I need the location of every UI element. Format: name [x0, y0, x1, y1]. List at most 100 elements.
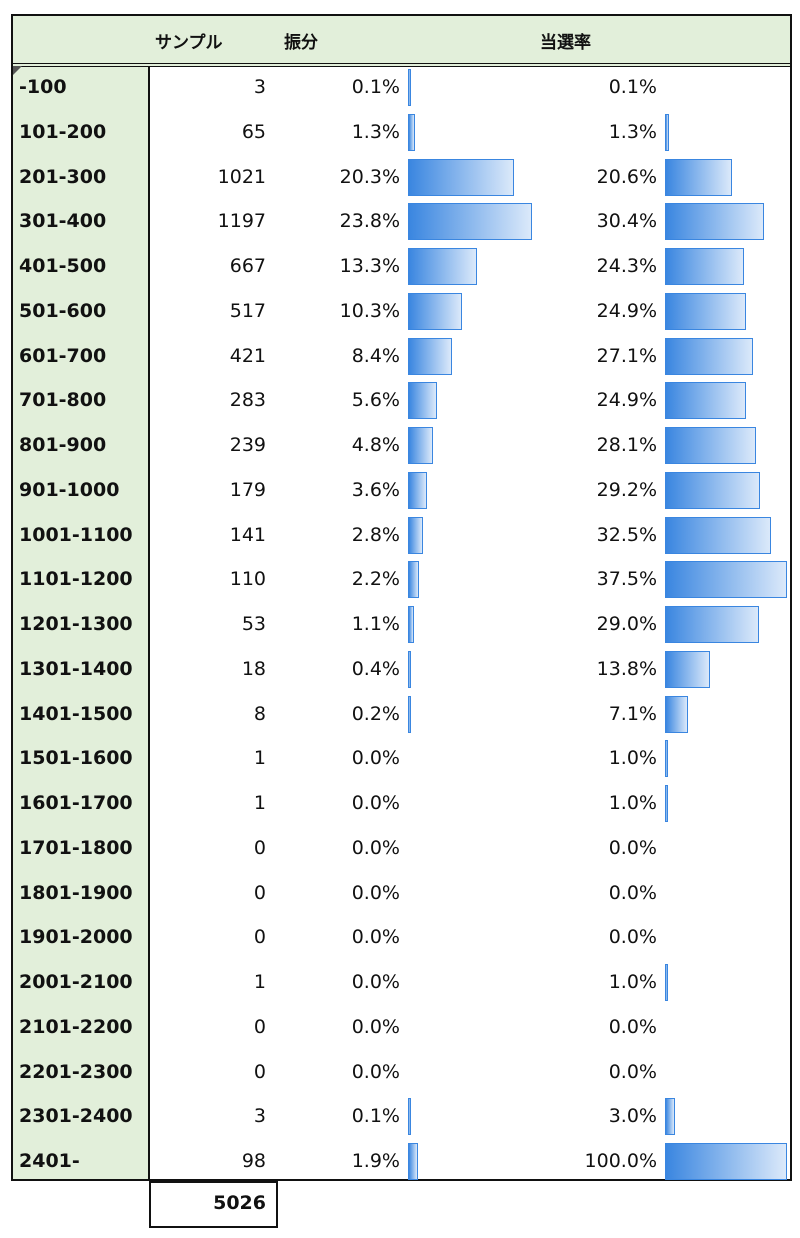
range-label: 901-1000 — [19, 478, 120, 501]
distribution-bar — [408, 606, 414, 643]
sample-count: 110 — [229, 568, 266, 591]
distribution-percent: 23.8% — [339, 210, 400, 233]
win-rate-percent: 0.0% — [608, 1015, 657, 1038]
range-label: 1001-1100 — [19, 523, 133, 546]
range-label: 1701-1800 — [19, 836, 133, 859]
range-label: 601-700 — [19, 344, 107, 367]
comment-indicator-icon — [13, 66, 22, 75]
win-rate-bar — [665, 964, 669, 1001]
table-row: 2101-2200 0 0.0% 0.0% — [13, 1006, 790, 1051]
win-rate-bar — [665, 785, 669, 822]
header-sample: サンプル — [155, 33, 223, 53]
distribution-percent: 3.6% — [351, 478, 400, 501]
win-rate-bar — [665, 203, 764, 241]
distribution-percent: 0.0% — [351, 881, 400, 904]
distribution-percent: 0.0% — [351, 1060, 400, 1083]
distribution-percent: 4.8% — [351, 434, 400, 456]
distribution-bar — [408, 203, 532, 241]
range-label: 701-800 — [19, 389, 107, 412]
distribution-bar — [408, 113, 415, 151]
table-row: 1101-1200 110 2.2% 37.5% — [13, 558, 790, 603]
table-row: 601-700 421 8.4% 27.1% — [13, 335, 790, 380]
range-label: 501-600 — [19, 299, 107, 322]
table-row: 2301-2400 3 0.1% 3.0% — [13, 1095, 790, 1140]
table-row: 2001-2100 1 0.0% 1.0% — [13, 961, 790, 1006]
win-rate-percent: 29.2% — [596, 478, 657, 501]
win-rate-percent: 7.1% — [608, 702, 657, 725]
range-label: 1901-2000 — [19, 926, 133, 949]
table-row: 2401- 98 1.9% 100.0% — [13, 1140, 790, 1185]
sample-count: 98 — [241, 1150, 266, 1172]
distribution-percent: 0.0% — [351, 747, 400, 770]
table-row: 1701-1800 0 0.0% 0.0% — [13, 827, 790, 872]
sample-count: 517 — [229, 299, 266, 322]
win-rate-percent: 0.0% — [608, 1060, 657, 1083]
sample-count: 0 — [253, 836, 266, 859]
distribution-percent: 0.1% — [351, 76, 400, 98]
table-row: 401-500 667 13.3% 24.3% — [13, 245, 790, 290]
sample-count: 0 — [253, 1015, 266, 1038]
range-label: 1501-1600 — [19, 747, 133, 770]
range-label: 101-200 — [19, 120, 107, 143]
distribution-percent: 8.4% — [351, 344, 400, 367]
win-rate-bar — [665, 695, 689, 733]
sample-count: 421 — [229, 344, 266, 367]
win-rate-percent: 37.5% — [596, 568, 657, 591]
win-rate-bar — [665, 650, 710, 688]
distribution-percent: 0.0% — [351, 1015, 400, 1038]
win-rate-percent: 3.0% — [608, 1105, 657, 1128]
distribution-bar — [408, 158, 514, 196]
table-row: 1401-1500 8 0.2% 7.1% — [13, 693, 790, 738]
table-row: 301-400 1197 23.8% 30.4% — [13, 200, 790, 245]
win-rate-percent: 100.0% — [584, 1150, 657, 1172]
table-row: 1801-1900 0 0.0% 0.0% — [13, 872, 790, 917]
win-rate-bar — [665, 606, 760, 643]
distribution-percent: 2.8% — [351, 523, 400, 546]
sample-count: 3 — [253, 76, 266, 98]
distribution-percent: 0.0% — [351, 926, 400, 949]
win-rate-percent: 13.8% — [596, 657, 657, 680]
table-row: 201-300 1021 20.3% 20.6% — [13, 156, 790, 201]
sample-count: 141 — [229, 523, 266, 546]
header-win-rate: 当選率 — [540, 33, 591, 53]
win-rate-percent: 30.4% — [596, 210, 657, 233]
range-label: -100 — [19, 76, 67, 98]
win-rate-percent: 28.1% — [596, 434, 657, 456]
win-rate-bar — [665, 292, 746, 330]
win-rate-bar — [665, 382, 746, 420]
win-rate-bar — [665, 427, 757, 464]
total-sample: 5026 — [149, 1181, 278, 1228]
table-row: 1301-1400 18 0.4% 13.8% — [13, 648, 790, 693]
distribution-bar — [408, 69, 411, 106]
distribution-percent: 0.0% — [351, 971, 400, 993]
range-label: 1301-1400 — [19, 657, 133, 680]
table-row: 1901-2000 0 0.0% 0.0% — [13, 916, 790, 961]
table-row: 1501-1600 1 0.0% 1.0% — [13, 737, 790, 782]
sample-count: 8 — [253, 702, 266, 725]
table-row: 2201-2300 0 0.0% 0.0% — [13, 1051, 790, 1096]
distribution-bar — [408, 516, 423, 554]
distribution-bar — [408, 471, 427, 509]
distribution-bar — [408, 382, 438, 420]
table-row: 501-600 517 10.3% 24.9% — [13, 290, 790, 335]
distribution-bar — [408, 292, 462, 330]
win-rate-percent: 24.9% — [596, 299, 657, 322]
range-label: 2101-2200 — [19, 1015, 133, 1038]
win-rate-bar — [665, 248, 745, 285]
win-rate-percent: 0.1% — [608, 76, 657, 98]
win-rate-percent: 1.0% — [608, 747, 657, 770]
range-label: 401-500 — [19, 255, 107, 277]
range-label: 201-300 — [19, 165, 107, 188]
range-label: 1201-1300 — [19, 613, 133, 635]
table-row: 1001-1100 141 2.8% 32.5% — [13, 514, 790, 559]
sample-count: 239 — [229, 434, 266, 456]
range-label: 1601-1700 — [19, 792, 133, 814]
win-rate-percent: 29.0% — [596, 613, 657, 635]
distribution-percent: 0.4% — [351, 657, 400, 680]
table-row: 801-900 239 4.8% 28.1% — [13, 424, 790, 469]
win-rate-percent: 1.0% — [608, 971, 657, 993]
sample-count: 3 — [253, 1105, 266, 1128]
win-rate-percent: 1.0% — [608, 792, 657, 814]
range-label: 1101-1200 — [19, 568, 133, 591]
sample-count: 0 — [253, 1060, 266, 1083]
